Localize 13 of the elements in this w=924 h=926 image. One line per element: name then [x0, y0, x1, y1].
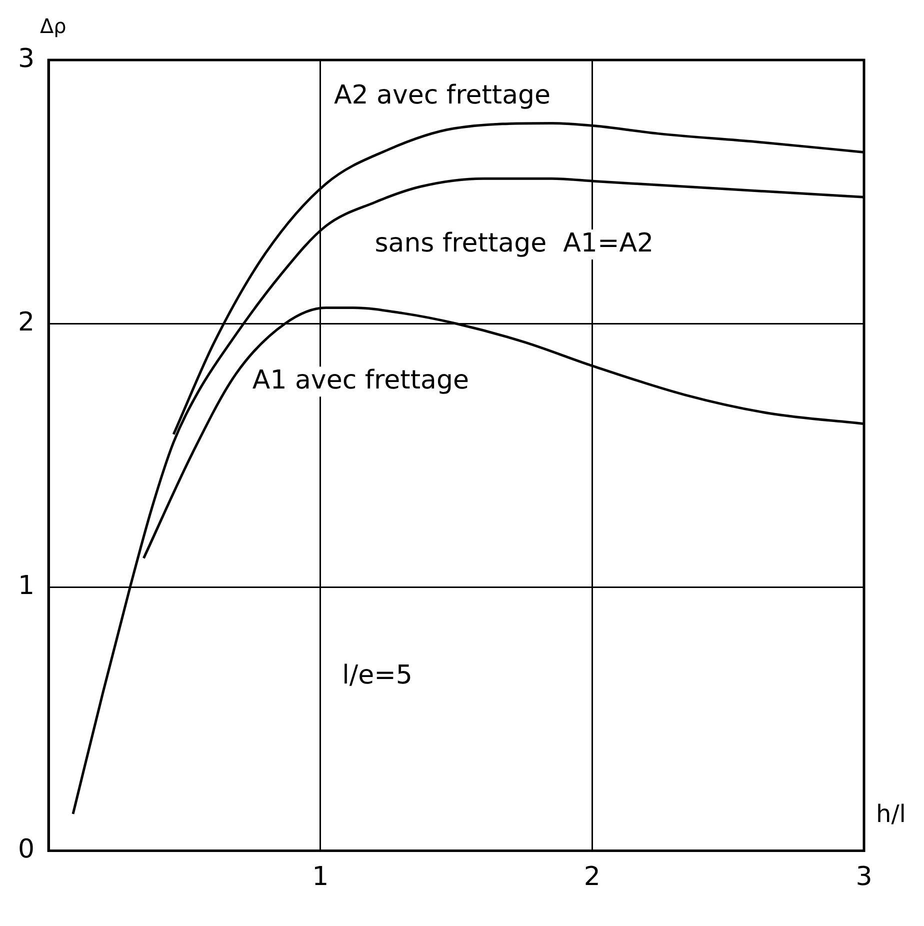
- y-tick-label: 2: [18, 307, 35, 338]
- y-tick-label: 0: [18, 834, 35, 865]
- annotation: l/e=5: [342, 660, 412, 691]
- x-axis-title: h/l: [876, 800, 906, 828]
- series-label: A1 avec frettage: [252, 365, 469, 396]
- y-tick-label: 3: [18, 44, 35, 74]
- x-tick-label: 3: [856, 862, 872, 892]
- x-tick-label: 2: [584, 862, 600, 892]
- x-tick-label: 1: [312, 862, 329, 892]
- y-tick-label: 1: [18, 570, 35, 601]
- y-axis-title: Δρ: [40, 14, 66, 38]
- series-label: A2 avec frettage: [334, 80, 551, 111]
- series-label: sans frettage A1=A2: [374, 228, 654, 258]
